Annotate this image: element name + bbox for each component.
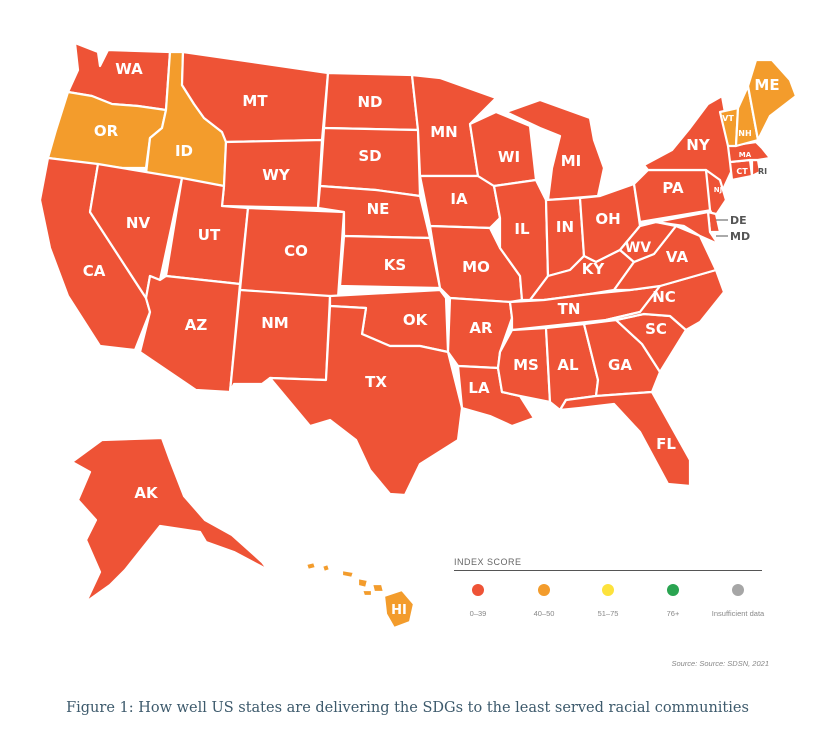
state-md	[654, 210, 720, 246]
label-ma: MA	[739, 151, 752, 159]
label-ny: NY	[686, 136, 711, 154]
legend-dot-40-50	[538, 584, 550, 596]
label-sd: SD	[358, 147, 381, 165]
label-in: IN	[556, 218, 574, 236]
state-labels: WA OR ID MT WY CA NV UT CO AZ NM ND SD N…	[83, 60, 780, 618]
label-id: ID	[175, 142, 193, 160]
label-fl: FL	[656, 435, 676, 453]
legend-divider	[454, 570, 762, 571]
label-ks: KS	[384, 256, 406, 274]
label-wi: WI	[498, 148, 520, 166]
label-nc: NC	[652, 288, 676, 306]
label-or: OR	[94, 122, 119, 140]
state-me	[746, 58, 798, 142]
figure-caption: Figure 1: How well US states are deliver…	[66, 700, 749, 716]
label-mo: MO	[462, 258, 490, 276]
label-az: AZ	[185, 316, 208, 334]
label-sc: SC	[645, 320, 667, 338]
label-wv: WV	[625, 240, 651, 256]
label-ky: KY	[582, 260, 606, 278]
state-fl	[558, 390, 692, 488]
label-nm: NM	[261, 314, 288, 332]
state-wy	[220, 138, 324, 210]
label-ct: CT	[736, 167, 748, 176]
legend-dot-insufficient	[732, 584, 744, 596]
state-hi	[304, 560, 416, 630]
label-ri: RI	[758, 167, 767, 176]
label-wa: WA	[115, 60, 143, 78]
label-nh: NH	[738, 129, 751, 138]
legend-item-40-50: 40–50	[509, 584, 579, 618]
label-il: IL	[514, 220, 530, 238]
us-states-map: WA OR ID MT WY CA NV UT CO AZ NM ND SD N…	[38, 41, 798, 630]
label-al: AL	[557, 356, 579, 374]
state-az	[138, 274, 242, 394]
legend-title: INDEX SCORE	[454, 557, 522, 567]
state-ak	[70, 436, 270, 604]
state-nj	[704, 168, 728, 220]
label-va: VA	[666, 248, 689, 266]
legend-dot-76-plus	[667, 584, 679, 596]
state-ma	[726, 140, 772, 164]
label-oh: OH	[595, 210, 620, 228]
label-me: ME	[754, 76, 779, 94]
state-wv	[618, 220, 678, 264]
legend-dot-51-75	[602, 584, 614, 596]
legend-item-51-75: 51–75	[573, 584, 643, 618]
label-ga: GA	[608, 356, 632, 374]
label-ak: AK	[134, 484, 159, 502]
label-de: DE	[730, 214, 747, 227]
label-ia: IA	[450, 190, 468, 208]
label-mn: MN	[430, 123, 457, 141]
label-nd: ND	[357, 93, 382, 111]
label-wy: WY	[262, 166, 291, 184]
state-tx	[268, 304, 464, 497]
legend-label-51-75: 51–75	[597, 609, 619, 618]
label-la: LA	[468, 379, 490, 397]
legend-label-0-39: 0–39	[469, 609, 487, 618]
states-layer	[38, 41, 798, 630]
label-co: CO	[284, 242, 308, 260]
label-ar: AR	[469, 319, 493, 337]
label-vt: VT	[722, 114, 734, 123]
legend-label-76-plus: 76+	[666, 609, 680, 618]
label-ne: NE	[367, 200, 390, 218]
label-ca: CA	[83, 262, 106, 280]
label-mt: MT	[242, 92, 268, 110]
legend-label-40-50: 40–50	[533, 609, 555, 618]
label-nj: NJ	[714, 186, 722, 194]
label-ms: MS	[513, 356, 539, 374]
label-tn: TN	[558, 300, 581, 318]
legend-dot-0-39	[472, 584, 484, 596]
label-mi: MI	[561, 152, 582, 170]
legend-item-insufficient: Insufficient data	[703, 584, 773, 618]
label-pa: PA	[662, 179, 684, 197]
label-hi: HI	[391, 603, 407, 618]
label-tx: TX	[365, 373, 387, 391]
label-ok: OK	[403, 311, 429, 329]
legend-item-76-plus: 76+	[638, 584, 708, 618]
label-md: MD	[730, 230, 750, 243]
state-nc	[604, 268, 726, 332]
label-nv: NV	[126, 214, 151, 232]
source-note: Source: Source: SDSN, 2021	[671, 659, 769, 668]
legend-item-0-39: 0–39	[443, 584, 513, 618]
state-nm	[228, 288, 332, 394]
label-ut: UT	[198, 226, 221, 244]
legend-label-insufficient: Insufficient data	[711, 609, 765, 618]
